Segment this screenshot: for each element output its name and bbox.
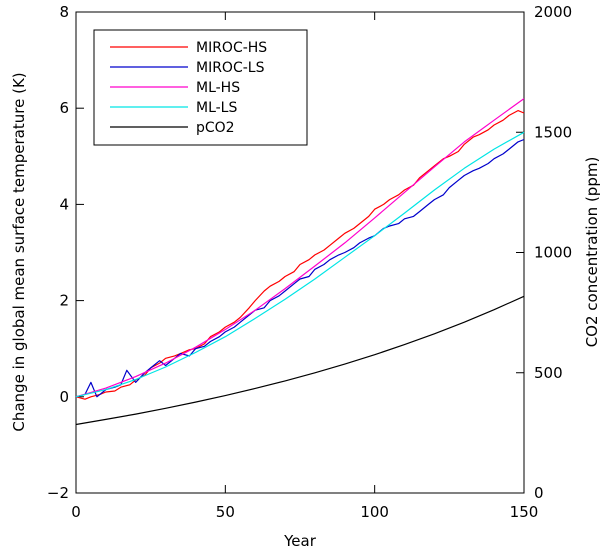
y-tick-label-left: 6 [59, 99, 69, 117]
legend-label-ml-ls: ML-LS [196, 100, 237, 116]
series-lines [75, 98, 525, 426]
series-line-pco2 [75, 295, 525, 426]
y-axis-title-right: CO2 concentration (ppm) [583, 157, 601, 348]
y-tick-label-left: 2 [59, 292, 69, 310]
legend-label-pco2: pCO2 [196, 120, 235, 136]
x-tick-label: 150 [510, 503, 539, 521]
series-line-ml-ls [75, 131, 525, 398]
y-tick-label-right: 500 [534, 364, 563, 382]
y-tick-label-right: 1500 [534, 123, 572, 141]
x-tick-label: 0 [71, 503, 81, 521]
y-axis-title-left: Change in global mean surface temperatur… [10, 72, 28, 431]
y-tick-label-left: 8 [59, 3, 69, 21]
legend-label-miroc-ls: MIROC-LS [196, 60, 265, 76]
x-axis-title: Year [283, 532, 317, 550]
series-line-miroc-ls [75, 138, 525, 398]
legend: MIROC-HS MIROC-LS ML-HS ML-LS pCO2 [93, 29, 308, 146]
series-line-ml-hs [75, 98, 525, 398]
legend-label-ml-hs: ML-HS [196, 80, 240, 96]
y-tick-label-right: 2000 [534, 3, 572, 21]
y-tick-label-right: 1000 [534, 244, 572, 262]
y-tick-label-left: 0 [59, 388, 69, 406]
y-tick-label-right: 0 [534, 484, 544, 502]
y-tick-label-left: −2 [47, 484, 69, 502]
x-tick-label: 50 [216, 503, 235, 521]
series-line-miroc-hs [75, 109, 525, 400]
legend-label-miroc-hs: MIROC-HS [196, 40, 267, 56]
y-tick-label-left: 4 [59, 195, 69, 213]
x-tick-label: 100 [360, 503, 389, 521]
